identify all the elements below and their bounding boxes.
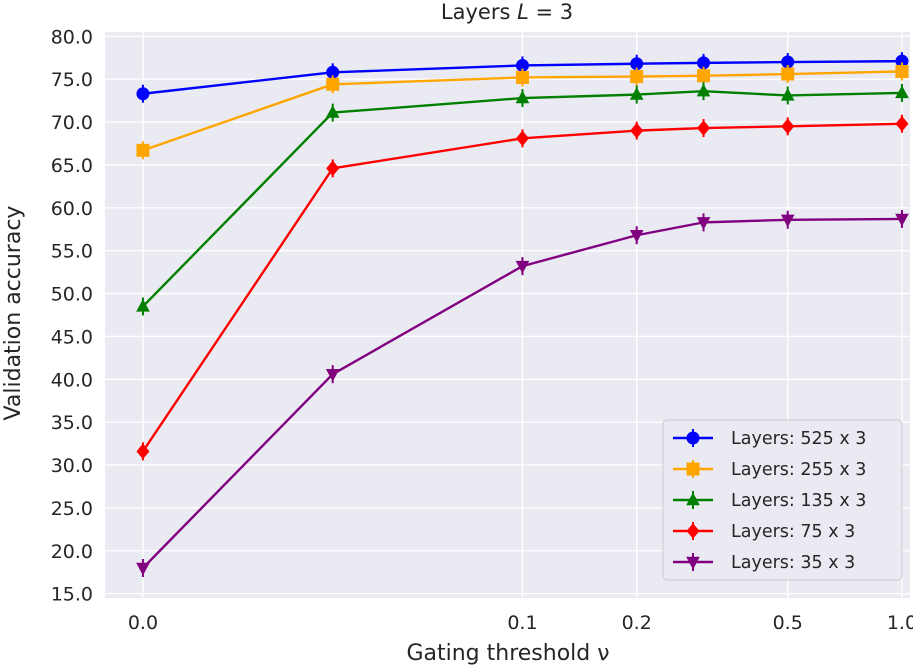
legend-box	[662, 419, 903, 581]
legend-marker	[686, 492, 700, 506]
data-point	[696, 83, 711, 97]
data-point	[326, 65, 340, 79]
data-point	[515, 130, 529, 147]
legend-label: Layers: 525 x 3	[731, 429, 866, 449]
x-tick-label: 0.1	[507, 612, 537, 634]
data-point	[781, 67, 795, 81]
data-point	[136, 562, 150, 576]
data-point	[136, 143, 150, 157]
data-point	[697, 69, 711, 83]
data-point	[326, 160, 340, 177]
data-point	[325, 368, 340, 382]
y-tick-label: 40.0	[51, 369, 93, 391]
y-tick-label: 50.0	[51, 284, 93, 306]
legend-entry: Layers: 255 x 3	[673, 460, 866, 480]
series-layers-75-x-3	[136, 114, 909, 461]
data-point	[136, 87, 150, 101]
legend-label: Layers: 135 x 3	[731, 491, 866, 511]
legend-entry: Layers: 75 x 3	[673, 522, 855, 542]
x-tick-label: 0.5	[773, 612, 803, 634]
data-point	[895, 85, 909, 99]
data-point	[697, 56, 711, 70]
legend-entry: Layers: 525 x 3	[673, 429, 866, 449]
legend-marker	[686, 556, 700, 570]
legend-label: Layers: 75 x 3	[731, 522, 855, 542]
legend: Layers: 525 x 3 Layers: 255 x 3 Layers: 13…	[662, 419, 903, 581]
y-tick-label: 75.0	[51, 69, 93, 91]
x-tick-label: 0.2	[622, 612, 652, 634]
data-point	[895, 54, 909, 68]
data-point	[136, 298, 150, 312]
legend-entry: Layers: 135 x 3	[673, 491, 866, 511]
data-point	[780, 214, 795, 228]
legend-marker	[686, 431, 700, 445]
legend-entry: Layers: 35 x 3	[673, 553, 855, 573]
data-point	[630, 122, 644, 139]
y-tick-label: 60.0	[51, 198, 93, 220]
y-tick-label: 80.0	[51, 26, 93, 48]
data-point	[630, 70, 644, 84]
y-tick-label: 15.0	[51, 584, 93, 606]
legend-marker	[686, 523, 700, 539]
x-tick-label: 1.0	[887, 612, 913, 634]
legend-label: Layers: 255 x 3	[731, 460, 866, 480]
y-tick-label: 30.0	[51, 455, 93, 477]
chart-title: Layers L = 3	[441, 0, 573, 24]
series-group	[136, 52, 909, 577]
data-point	[515, 58, 529, 72]
data-point	[326, 77, 340, 91]
legend-items: Layers: 525 x 3 Layers: 255 x 3 Layers: 13…	[673, 429, 866, 573]
y-tick-label: 45.0	[51, 326, 93, 348]
series-layers-255-x-3	[136, 62, 909, 160]
x-axis-label: Gating threshold ν	[406, 641, 609, 666]
data-point	[629, 87, 644, 100]
y-tick-label: 65.0	[51, 155, 93, 177]
data-point	[629, 230, 644, 243]
y-tick-label: 55.0	[51, 241, 93, 263]
y-tick-labels: 15.0 20.0 25.0 30.0 35.0 40.0 45.0 50.0 55.0 60.0…	[51, 26, 93, 605]
data-point	[515, 260, 530, 274]
data-point	[325, 105, 340, 118]
data-point	[515, 90, 530, 104]
data-point	[895, 213, 909, 227]
data-point	[895, 64, 909, 78]
y-tick-label: 70.0	[51, 112, 93, 134]
data-point	[630, 57, 644, 71]
y-tick-label: 25.0	[51, 498, 93, 520]
data-point	[781, 55, 795, 69]
y-tick-label: 20.0	[51, 541, 93, 563]
data-point	[515, 70, 529, 84]
data-point	[697, 120, 711, 136]
data-point	[780, 87, 795, 101]
legend-label: Layers: 35 x 3	[731, 553, 855, 573]
series-layers-35-x-3	[136, 209, 909, 577]
data-point	[895, 115, 909, 132]
y-tick-label: 35.0	[51, 412, 93, 434]
x-tick-label: 0.0	[128, 612, 158, 634]
series-layers-525-x-3	[136, 52, 909, 103]
series-layers-135-x-3	[136, 82, 909, 316]
data-point	[136, 443, 150, 460]
data-point	[781, 118, 795, 135]
legend-marker	[686, 462, 700, 476]
x-tick-labels: 0.0 0.1 0.2 0.5 1.0	[128, 612, 913, 634]
y-axis-label: Validation accuracy	[1, 206, 26, 421]
data-point	[696, 217, 711, 230]
